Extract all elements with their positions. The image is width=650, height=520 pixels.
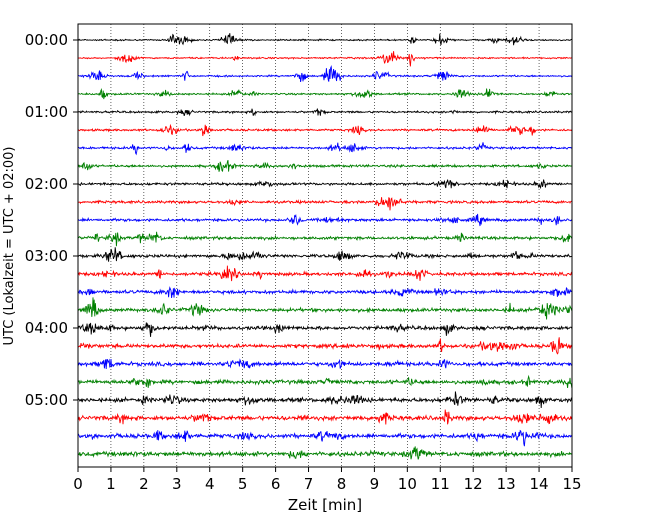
x-tick-label: 8 (337, 475, 347, 493)
trace-5 (77, 108, 573, 117)
seismogram-traces (77, 33, 573, 460)
x-tick-label: 5 (238, 475, 248, 493)
x-tick-label: 9 (370, 475, 380, 493)
trace-21 (77, 391, 573, 409)
trace-23 (77, 429, 573, 447)
trace-8 (77, 159, 572, 172)
y-tick-label: 05:00 (25, 391, 68, 409)
trace-10 (78, 197, 572, 211)
x-tick-label: 1 (106, 475, 116, 493)
x-tick-label: 12 (464, 475, 483, 493)
trace-9 (77, 179, 573, 190)
trace-19 (77, 358, 573, 370)
x-axis-ticks: 0 1 2 3 4 5 6 7 8 9 10 11 12 13 14 15 (73, 467, 582, 493)
x-tick-label: 7 (304, 475, 314, 493)
plot-frame (77, 23, 573, 468)
trace-17 (77, 322, 573, 337)
grid-lines (110, 24, 540, 467)
trace-15 (77, 286, 572, 299)
trace-24 (77, 446, 573, 460)
x-tick-label: 14 (530, 475, 549, 493)
y-tick-label: 01:00 (25, 103, 68, 121)
y-tick-label: 00:00 (25, 31, 68, 49)
trace-12 (77, 231, 573, 247)
trace-11 (77, 213, 573, 227)
y-axis-ticks: 00:00 01:00 02:00 03:00 04:00 05:00 (25, 31, 78, 409)
x-tick-label: 11 (431, 475, 450, 493)
y-tick-label: 04:00 (25, 319, 68, 337)
y-tick-label: 03:00 (25, 247, 68, 265)
trace-13 (77, 247, 572, 262)
trace-22 (77, 409, 573, 425)
trace-3 (77, 65, 573, 82)
x-tick-label: 6 (271, 475, 281, 493)
trace-1 (77, 33, 573, 46)
x-tick-label: 10 (398, 475, 417, 493)
trace-16 (77, 297, 573, 320)
trace-20 (77, 374, 573, 388)
y-tick-label: 02:00 (25, 175, 68, 193)
trace-7 (77, 142, 573, 156)
trace-6 (77, 123, 573, 137)
x-tick-label: 13 (497, 475, 516, 493)
x-tick-label: 15 (562, 475, 581, 493)
y-axis-label: UTC (Lokalzeit = UTC + 02:00) (2, 147, 17, 346)
x-axis-label: Zeit [min] (288, 496, 362, 514)
x-tick-label: 3 (172, 475, 182, 493)
trace-18 (77, 337, 573, 355)
trace-2 (77, 51, 573, 67)
trace-4 (77, 87, 573, 100)
trace-14 (77, 265, 573, 282)
x-tick-label: 4 (205, 475, 215, 493)
x-tick-label: 2 (139, 475, 149, 493)
x-tick-label: 0 (73, 475, 83, 493)
